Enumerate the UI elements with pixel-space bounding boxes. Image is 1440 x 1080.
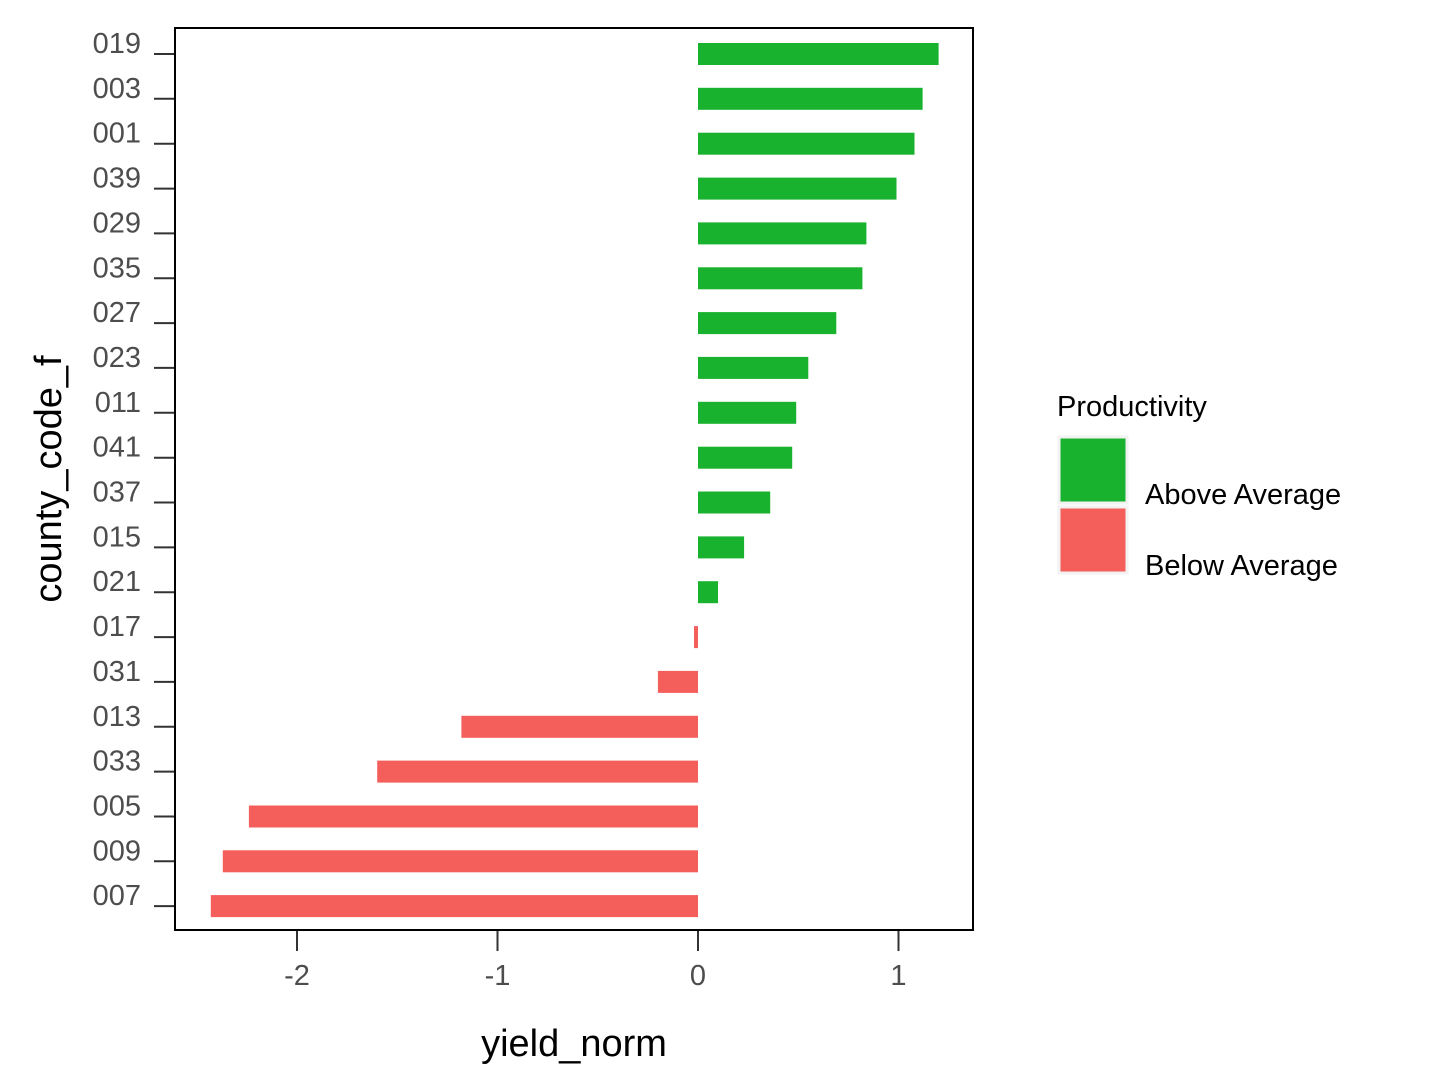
y-tick-label-011: 011 — [95, 387, 141, 419]
y-tick-label-033: 033 — [93, 746, 141, 778]
y-tick-label-013: 013 — [93, 701, 141, 733]
bar-039 — [698, 177, 897, 200]
legend: Productivity Above Average Below Average — [1057, 391, 1341, 582]
bar-007 — [210, 895, 699, 918]
bar-035 — [698, 267, 863, 290]
bar-041 — [698, 446, 793, 469]
bar-029 — [698, 222, 867, 245]
bar-005 — [248, 805, 698, 828]
y-tick-label-035: 035 — [93, 252, 141, 284]
bars-group — [210, 43, 939, 918]
legend-swatch-below-average — [1057, 505, 1129, 575]
x-axis: -2 -1 0 1 — [284, 931, 907, 992]
x-tick-label-0: 0 — [690, 960, 706, 992]
bar-031 — [657, 670, 698, 693]
bar-015 — [698, 536, 745, 559]
y-tick-label-023: 023 — [93, 342, 141, 374]
bar-009 — [222, 850, 699, 873]
y-tick-label-037: 037 — [93, 477, 141, 509]
y-tick-label-003: 003 — [93, 73, 141, 105]
bar-033 — [377, 760, 698, 783]
y-tick-label-005: 005 — [93, 791, 141, 823]
bar-027 — [698, 312, 837, 335]
x-tick-label-1: 1 — [890, 960, 906, 992]
y-tick-label-027: 027 — [93, 297, 141, 329]
legend-label-above-average: Above Average — [1145, 479, 1341, 511]
y-axis: 019 003 001 039 029 035 027 023 011 041 037 015 021 0… — [93, 28, 174, 912]
legend-swatch-above-average — [1057, 435, 1129, 505]
y-tick-label-041: 041 — [93, 432, 141, 464]
bar-017 — [694, 626, 698, 649]
bar-019 — [698, 43, 939, 65]
y-tick-label-029: 029 — [93, 207, 141, 239]
plot-panel — [174, 27, 974, 931]
legend-label-below-average: Below Average — [1145, 550, 1338, 582]
y-tick-label-007: 007 — [93, 880, 141, 912]
bar-011 — [698, 401, 797, 424]
x-axis-title: yield_norm — [481, 1023, 667, 1065]
y-tick-label-001: 001 — [93, 118, 141, 150]
y-axis-title: county_code_f — [28, 355, 70, 603]
bar-021 — [698, 581, 718, 604]
bar-001 — [698, 132, 915, 155]
y-tick-label-039: 039 — [93, 163, 141, 195]
y-tick-label-031: 031 — [93, 656, 141, 688]
bar-037 — [698, 491, 771, 514]
y-tick-label-017: 017 — [93, 611, 141, 643]
bar-023 — [698, 356, 809, 379]
bar-013 — [461, 715, 698, 738]
x-tick-label--2: -2 — [284, 960, 310, 992]
bar-003 — [698, 87, 923, 110]
y-tick-label-019: 019 — [93, 28, 141, 60]
x-tick-label--1: -1 — [485, 960, 511, 992]
legend-title: Productivity — [1057, 391, 1207, 423]
y-tick-label-009: 009 — [93, 835, 141, 867]
y-tick-label-015: 015 — [93, 521, 141, 553]
y-tick-label-021: 021 — [93, 566, 141, 598]
